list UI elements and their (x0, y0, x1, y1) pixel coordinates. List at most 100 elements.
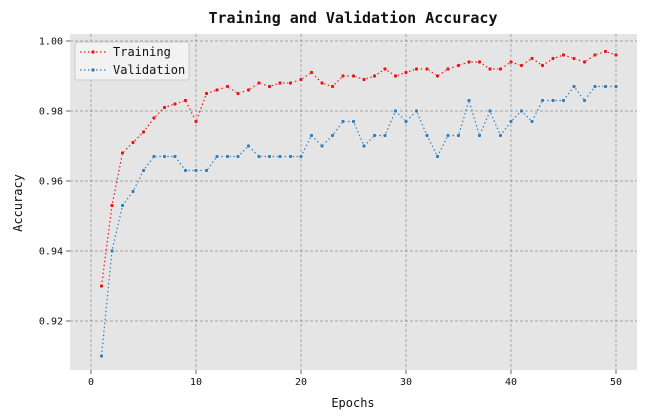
validation-point (162, 154, 167, 159)
training-point (519, 63, 524, 68)
training-point (340, 73, 346, 79)
training-point (403, 70, 409, 75)
x-tick-label: 10 (190, 377, 202, 388)
chart-title: Training and Validation Accuracy (209, 9, 498, 27)
legend: Training Validation (74, 41, 190, 81)
validation-point (172, 154, 178, 159)
validation-point (351, 119, 356, 124)
training-point (414, 66, 419, 72)
series-layer (99, 49, 619, 359)
training-point (382, 66, 388, 72)
training-point (183, 98, 188, 103)
validation-point (246, 143, 251, 149)
training-point (319, 80, 325, 86)
ticks: 0 10 20 30 40 50 0.92 0.94 0.96 0.98 1.00 (39, 37, 622, 389)
y-axis-label: Accuracy (11, 174, 25, 232)
training-point (424, 66, 430, 72)
validation-point (330, 133, 335, 138)
validation-point (487, 108, 493, 114)
training-point (151, 115, 157, 121)
validation-point (550, 98, 556, 103)
training-point (235, 91, 241, 96)
y-tick-label: 0.96 (39, 177, 63, 188)
legend-training-label: Training (113, 45, 171, 59)
validation-point (603, 84, 608, 89)
validation-point (109, 248, 115, 254)
training-point (435, 73, 440, 79)
training-point (477, 59, 482, 65)
legend-training-marker (90, 49, 96, 55)
training-point (582, 59, 587, 65)
training-point (550, 56, 556, 61)
x-tick-label: 30 (400, 377, 412, 388)
validation-point (288, 154, 293, 159)
validation-point (582, 98, 587, 103)
y-tick-label: 1.00 (39, 37, 63, 48)
validation-point (151, 154, 157, 159)
x-tick-label: 20 (295, 377, 307, 388)
training-point (445, 66, 451, 72)
validation-point (141, 168, 146, 173)
training-point (99, 283, 104, 289)
validation-point (340, 119, 346, 124)
validation-point (613, 84, 619, 89)
x-tick-label: 50 (610, 377, 622, 388)
validation-point (204, 168, 209, 173)
validation-point (225, 154, 230, 159)
validation-point (424, 133, 430, 138)
validation-point (393, 108, 398, 114)
validation-point (403, 119, 409, 124)
validation-point (498, 133, 503, 138)
validation-point (466, 98, 472, 103)
training-point (109, 203, 115, 208)
training-point (592, 52, 598, 58)
validation-point (99, 353, 104, 359)
legend-validation-marker (90, 67, 96, 73)
training-point (204, 91, 209, 96)
validation-point (256, 154, 262, 159)
training-point (393, 73, 398, 79)
legend-validation-label: Validation (113, 63, 185, 77)
validation-point (592, 84, 598, 89)
training-point (267, 84, 272, 89)
validation-point (382, 133, 388, 138)
validation-point (372, 133, 377, 138)
validation-point (361, 143, 367, 149)
training-point (487, 66, 493, 72)
training-point (613, 52, 619, 58)
training-point (225, 84, 230, 89)
training-point (456, 63, 461, 68)
training-point (130, 140, 136, 145)
training-point (466, 59, 472, 65)
training-point (288, 80, 293, 86)
training-point (172, 101, 178, 107)
y-tick-label: 0.92 (39, 317, 63, 328)
validation-point (445, 133, 451, 138)
training-point (246, 87, 251, 93)
validation-point (235, 154, 241, 159)
validation-point (298, 154, 304, 159)
training-point (529, 56, 535, 61)
training-point (309, 70, 314, 75)
validation-point (561, 98, 566, 103)
validation-point (414, 108, 419, 114)
training-point (361, 77, 367, 82)
training-point (498, 66, 503, 72)
training-point (193, 119, 199, 124)
y-tick-label: 0.94 (39, 247, 63, 258)
legend-box (74, 41, 190, 81)
training-point (141, 129, 146, 135)
validation-point (540, 98, 545, 103)
validation-point (214, 154, 220, 159)
validation-point (571, 84, 577, 89)
plot-area (70, 34, 637, 370)
training-point (162, 105, 167, 110)
training-point (372, 73, 377, 79)
validation-point (435, 154, 440, 159)
validation-point (277, 154, 283, 159)
training-point (256, 80, 262, 86)
x-tick-label: 40 (505, 377, 517, 388)
training-point (277, 80, 283, 86)
training-point (571, 56, 577, 61)
training-point (603, 49, 608, 54)
